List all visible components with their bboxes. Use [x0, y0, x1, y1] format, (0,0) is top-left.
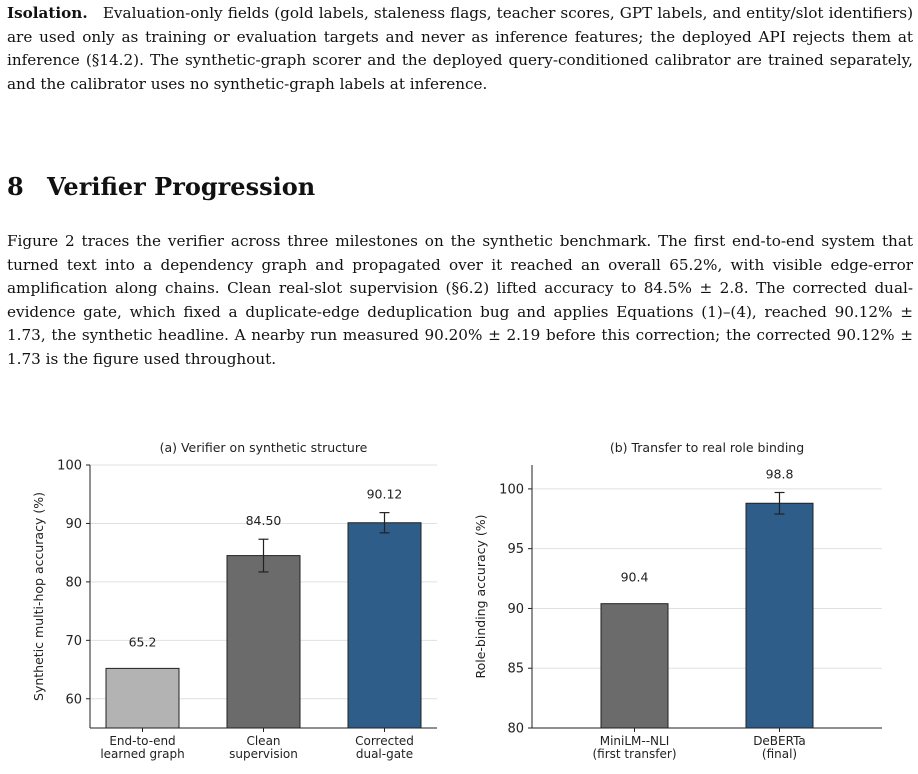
x-tick-label: (first transfer)	[592, 747, 676, 761]
x-tick-label: supervision	[229, 747, 298, 761]
x-tick-label: Clean	[246, 734, 280, 748]
y-axis-label: Role-binding accuracy (%)	[473, 514, 488, 678]
y-tick-label: 80	[65, 575, 82, 590]
bar	[600, 603, 669, 729]
bar	[226, 555, 301, 729]
y-axis-label: Synthetic multi-hop accuracy (%)	[31, 492, 46, 701]
x-tick-label: Corrected	[355, 734, 414, 748]
data-label: 90.4	[621, 570, 649, 585]
y-tick-label: 100	[57, 459, 82, 474]
x-tick-label: MiniLM--NLI	[600, 734, 670, 748]
section-title: Verifier Progression	[47, 172, 316, 201]
x-tick-label: dual-gate	[356, 747, 413, 761]
y-tick-label: 70	[65, 634, 82, 649]
x-tick-label: learned graph	[100, 747, 184, 761]
x-tick-label: End-to-end	[109, 734, 175, 748]
isolation-lead: Isolation.	[7, 4, 88, 22]
bar	[745, 502, 814, 729]
chart-title: (b) Transfer to real role binding	[610, 440, 804, 455]
y-tick-label: 85	[507, 662, 524, 677]
x-tick-label: (final)	[762, 747, 797, 761]
isolation-paragraph: Isolation. Evaluation-only fields (gold …	[7, 2, 913, 96]
x-tick-label: DeBERTa	[753, 734, 806, 748]
data-label: 84.50	[246, 513, 282, 528]
isolation-text: Evaluation-only fields (gold labels, sta…	[7, 4, 914, 93]
y-tick-label: 100	[499, 482, 524, 497]
y-tick-label: 80	[507, 722, 524, 737]
data-label: 90.12	[367, 487, 403, 502]
bar	[347, 522, 422, 729]
progression-paragraph: Figure 2 traces the verifier across thre…	[7, 232, 913, 368]
y-tick-label: 60	[65, 692, 82, 707]
section-heading: 8 Verifier Progression	[7, 172, 315, 201]
bar	[105, 667, 180, 729]
y-tick-label: 90	[507, 602, 524, 617]
data-label: 65.2	[129, 634, 157, 649]
y-tick-label: 90	[65, 517, 82, 532]
chart-title: (a) Verifier on synthetic structure	[160, 440, 368, 455]
section-number: 8	[7, 172, 24, 201]
data-label: 98.8	[766, 466, 794, 481]
y-tick-label: 95	[507, 542, 524, 557]
